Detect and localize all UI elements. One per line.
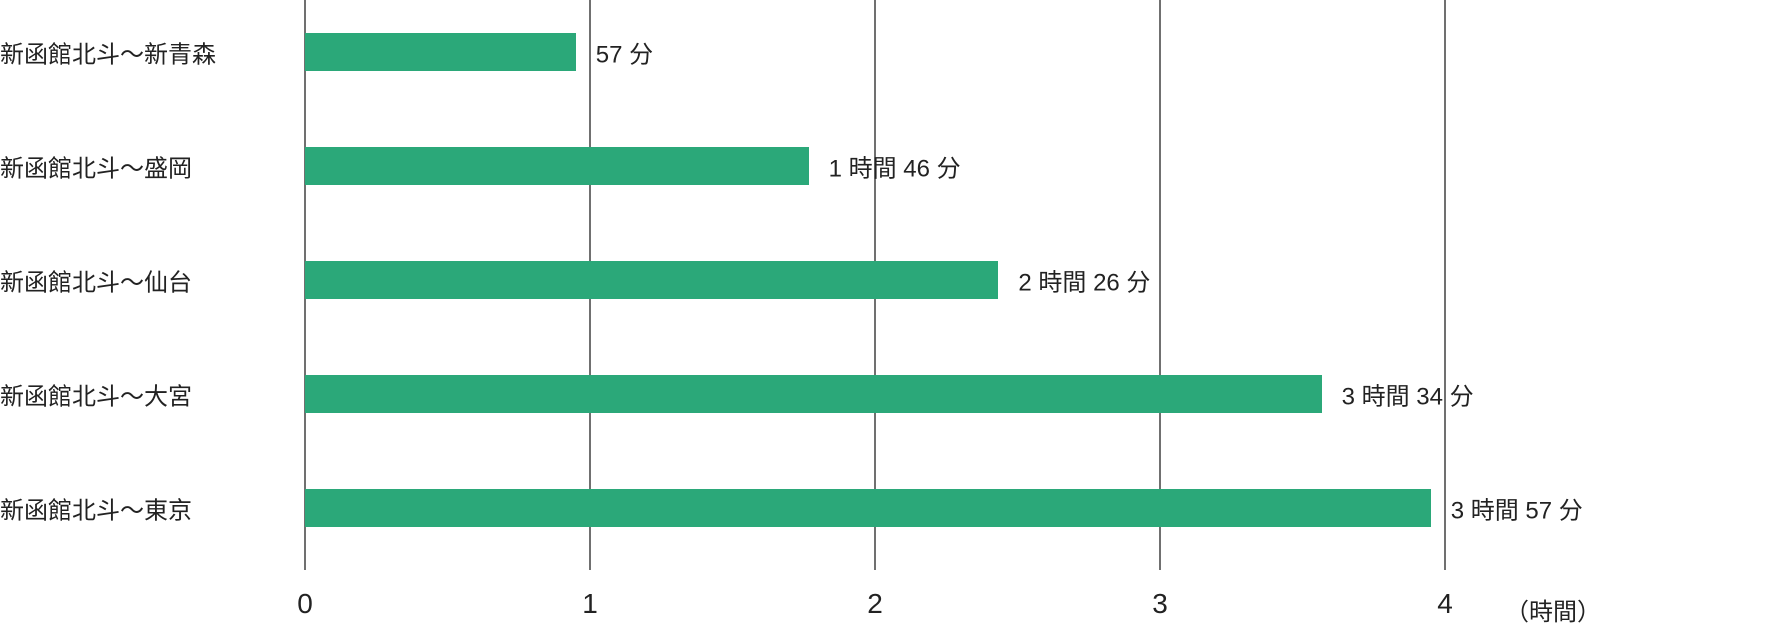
x-tick-4: 4 [1437,588,1453,620]
category-label-0: 新函館北斗～新青森 [0,35,270,70]
bar-3 [305,375,1322,413]
x-axis-unit-label: （時間） [1505,592,1601,627]
category-label-4: 新函館北斗～東京 [0,491,270,526]
value-label-1: 1 時間 46 分 [829,149,961,184]
value-label-4: 3 時間 57 分 [1451,491,1583,526]
bar-1 [305,147,809,185]
bar-0 [305,33,576,71]
travel-time-bar-chart: 0 1 2 3 4 （時間） 新函館北斗～新青森 新函館北斗～盛岡 新函館北斗～… [0,0,1786,634]
x-tick-2: 2 [867,588,883,620]
value-label-2: 2 時間 26 分 [1018,263,1150,298]
gridline-4 [1444,0,1446,570]
category-label-1: 新函館北斗～盛岡 [0,149,270,184]
value-label-3: 3 時間 34 分 [1342,377,1474,412]
gridline-3 [1159,0,1161,570]
category-label-2: 新函館北斗～仙台 [0,263,270,298]
x-tick-1: 1 [582,588,598,620]
x-tick-3: 3 [1152,588,1168,620]
x-tick-0: 0 [297,588,313,620]
bar-2 [305,261,998,299]
category-label-3: 新函館北斗～大宮 [0,377,270,412]
bar-4 [305,489,1431,527]
value-label-0: 57 分 [596,35,653,70]
